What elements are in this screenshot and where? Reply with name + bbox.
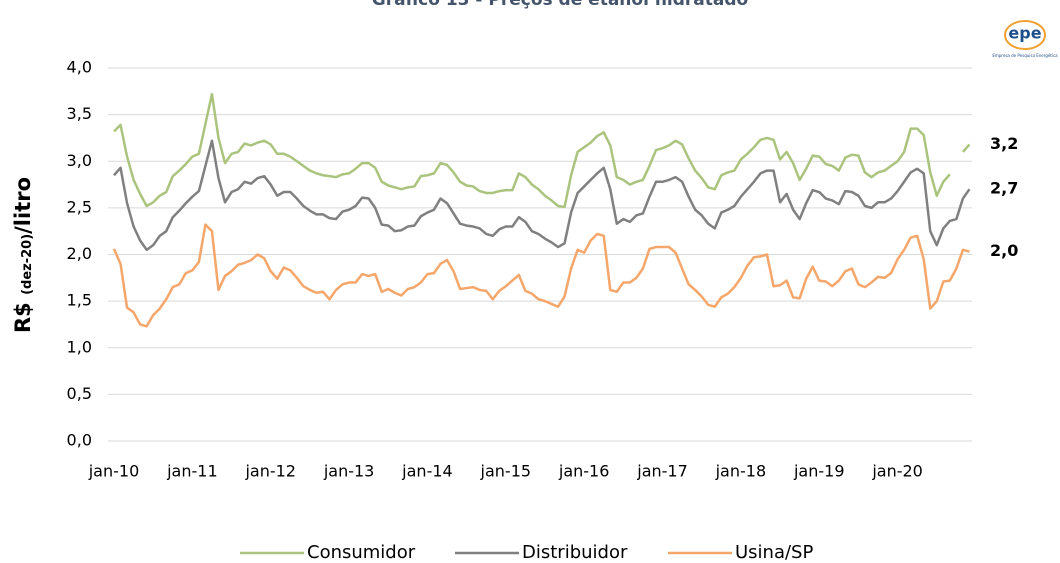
logo-text: epe: [1008, 24, 1041, 43]
y-label-main: R$: [11, 295, 35, 333]
series-line: [113, 139, 971, 252]
series-line: [961, 143, 971, 153]
x-tick-label: jan-14: [401, 462, 453, 481]
y-tick-label: 2,0: [67, 244, 92, 263]
x-tick-label: jan-15: [480, 462, 532, 481]
y-tick-label: 3,5: [67, 104, 92, 123]
series-line: [113, 92, 951, 209]
y-label-sub: (dez-20): [20, 234, 35, 295]
y-axis-label: R$ (dez-20)/litro: [11, 177, 35, 333]
y-tick-label: 0,0: [67, 431, 92, 450]
x-tick-label: jan-11: [166, 462, 218, 481]
y-label-unit: /litro: [11, 177, 35, 234]
chart-title: Gráfico 13 - Preços de etanol hidratado: [372, 0, 748, 10]
x-tick-label: jan-20: [871, 462, 923, 481]
x-tick-label: jan-17: [636, 462, 688, 481]
logo-subtitle: Empresa de Pesquisa Energética: [992, 53, 1058, 58]
x-tick-label: jan-13: [323, 462, 375, 481]
x-tick-label: jan-19: [793, 462, 845, 481]
y-tick-label: 0,5: [67, 384, 92, 403]
series-line: [112, 223, 970, 328]
x-tick-label: jan-18: [715, 462, 767, 481]
y-tick-label: 1,5: [67, 291, 92, 310]
legend-label: Usina/SP: [735, 542, 813, 563]
end-label: 2,0: [990, 241, 1018, 260]
y-tick-label: 1,0: [67, 337, 92, 356]
logo-ring: [1004, 20, 1046, 50]
y-tick-label: 4,0: [67, 58, 92, 77]
logo: epe Empresa de Pesquisa Energética: [992, 20, 1058, 58]
legend-label: Consumidor: [307, 542, 416, 563]
x-tick-label: jan-16: [558, 462, 610, 481]
y-tick-label: 2,5: [67, 197, 92, 216]
end-label: 3,2: [990, 134, 1018, 153]
legend-label: Distribuidor: [522, 542, 628, 563]
end-label: 2,7: [990, 179, 1018, 198]
x-tick-label: jan-12: [244, 462, 296, 481]
y-tick-label: 3,0: [67, 151, 92, 170]
x-tick-label: jan-10: [88, 462, 140, 481]
